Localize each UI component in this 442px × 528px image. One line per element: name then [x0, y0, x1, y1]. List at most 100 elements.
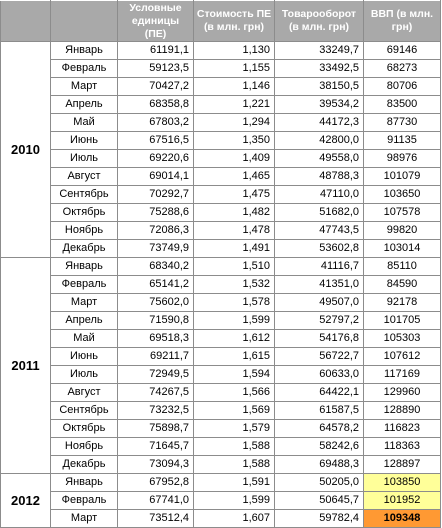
table-row: Апрель 71590,8 1,599 52797,2 101705: [1, 311, 441, 330]
gdp-cell: 91135: [363, 131, 441, 150]
pe-cost-cell: 1,591: [193, 473, 275, 492]
pe-units-cell: 75288,6: [117, 203, 194, 222]
pe-units-cell: 67952,8: [117, 473, 194, 492]
table-row: Май 69518,3 1,612 54176,8 105303: [1, 329, 441, 348]
turnover-cell: 39534,2: [274, 95, 364, 114]
turnover-cell: 54176,8: [274, 329, 364, 348]
month-cell: Ноябрь: [50, 221, 118, 240]
table-row: Июль 72949,5 1,594 60633,0 117169: [1, 365, 441, 384]
turnover-cell: 51682,0: [274, 203, 364, 222]
pe-cost-cell: 1,615: [193, 347, 275, 366]
gdp-cell: 105303: [363, 329, 441, 348]
gdp-cell: 68273: [363, 59, 441, 78]
turnover-cell: 50205,0: [274, 473, 364, 492]
turnover-cell: 33492,5: [274, 59, 364, 78]
pe-cost-cell: 1,491: [193, 239, 275, 258]
month-cell: Октябрь: [50, 419, 118, 438]
pe-cost-cell: 1,146: [193, 77, 275, 96]
pe-cost-cell: 1,130: [193, 41, 275, 60]
month-cell: Август: [50, 383, 118, 402]
table-row: Сентябрь 73232,5 1,569 61587,5 128890: [1, 401, 441, 420]
table-row: Март 75602,0 1,578 49507,0 92178: [1, 293, 441, 312]
pe-cost-cell: 1,612: [193, 329, 275, 348]
turnover-cell: 58242,6: [274, 437, 364, 456]
gdp-cell: 107578: [363, 203, 441, 222]
pe-units-cell: 73512,4: [117, 509, 194, 528]
pe-units-cell: 74267,5: [117, 383, 194, 402]
gdp-cell: 103850: [363, 473, 441, 492]
pe-cost-cell: 1,155: [193, 59, 275, 78]
turnover-cell: 47110,0: [274, 185, 364, 204]
turnover-cell: 49507,0: [274, 293, 364, 312]
gdp-cell: 80706: [363, 77, 441, 96]
pe-cost-cell: 1,294: [193, 113, 275, 132]
pe-cost-cell: 1,221: [193, 95, 275, 114]
pe-units-cell: 72086,3: [117, 221, 194, 240]
month-cell: Февраль: [50, 59, 118, 78]
header-pe-units: Условные единицы (ПЕ): [117, 0, 194, 42]
pe-cost-cell: 1,588: [193, 455, 275, 474]
table-row: Март 73512,4 1,607 59782,4 109348: [1, 509, 441, 528]
table-row: Октябрь 75288,6 1,482 51682,0 107578: [1, 203, 441, 222]
month-cell: Январь: [50, 257, 118, 276]
pe-cost-cell: 1,607: [193, 509, 275, 528]
gdp-cell: 69146: [363, 41, 441, 60]
month-cell: Декабрь: [50, 239, 118, 258]
table-row: 2010 Январь 61191,1 1,130 33249,7 69146: [0, 41, 441, 258]
gdp-cell: 103014: [363, 239, 441, 258]
gdp-cell: 118363: [363, 437, 441, 456]
gdp-cell: 107612: [363, 347, 441, 366]
gdp-cell: 84590: [363, 275, 441, 294]
pe-units-cell: 65141,2: [117, 275, 194, 294]
pe-units-cell: 70292,7: [117, 185, 194, 204]
pe-cost-cell: 1,465: [193, 167, 275, 186]
turnover-cell: 64422,1: [274, 383, 364, 402]
gdp-cell: 128890: [363, 401, 441, 420]
header-row: Условные единицы (ПЕ) Стоимость ПЕ (в мл…: [0, 0, 441, 42]
pe-units-cell: 68358,8: [117, 95, 194, 114]
gdp-cell: 128897: [363, 455, 441, 474]
table-row: Февраль 65141,2 1,532 41351,0 84590: [1, 275, 441, 294]
month-cell: Сентябрь: [50, 185, 118, 204]
pe-units-cell: 61191,1: [117, 41, 194, 60]
pe-cost-cell: 1,599: [193, 311, 275, 330]
gdp-cell: 101079: [363, 167, 441, 186]
turnover-cell: 47743,5: [274, 221, 364, 240]
pe-cost-cell: 1,482: [193, 203, 275, 222]
pe-cost-cell: 1,475: [193, 185, 275, 204]
pe-units-cell: 69518,3: [117, 329, 194, 348]
table-row: Сентябрь 70292,7 1,475 47110,0 103650: [1, 185, 441, 204]
month-cell: Март: [50, 509, 118, 528]
year-cell: 2010: [0, 41, 51, 258]
pe-cost-cell: 1,532: [193, 275, 275, 294]
turnover-cell: 61587,5: [274, 401, 364, 420]
pe-units-cell: 71590,8: [117, 311, 194, 330]
table-row: Апрель 68358,8 1,221 39534,2 83500: [1, 95, 441, 114]
pe-units-cell: 73094,3: [117, 455, 194, 474]
gdp-cell: 109348: [363, 509, 441, 528]
pe-units-cell: 69211,7: [117, 347, 194, 366]
turnover-cell: 33249,7: [274, 41, 364, 60]
gdp-cell: 116823: [363, 419, 441, 438]
pe-units-cell: 72949,5: [117, 365, 194, 384]
table-row: Декабрь 73749,9 1,491 53602,8 103014: [1, 239, 441, 258]
turnover-cell: 69488,3: [274, 455, 364, 474]
pe-cost-cell: 1,510: [193, 257, 275, 276]
pe-units-cell: 69220,6: [117, 149, 194, 168]
month-cell: Январь: [50, 41, 118, 60]
month-cell: Сентябрь: [50, 401, 118, 420]
gdp-cell: 87730: [363, 113, 441, 132]
month-cell: Апрель: [50, 95, 118, 114]
turnover-cell: 41351,0: [274, 275, 364, 294]
table-row: Август 74267,5 1,566 64422,1 129960: [1, 383, 441, 402]
gdp-cell: 83500: [363, 95, 441, 114]
turnover-cell: 38150,5: [274, 77, 364, 96]
table-row: Октябрь 75898,7 1,579 64578,2 116823: [1, 419, 441, 438]
table-row: 2012 Январь 67952,8 1,591 50205,0 103850: [0, 473, 441, 528]
month-cell: Февраль: [50, 275, 118, 294]
table-row: Февраль 59123,5 1,155 33492,5 68273: [1, 59, 441, 78]
table-row: 2011 Январь 68340,2 1,510 41116,7 85110: [0, 257, 441, 474]
month-cell: Май: [50, 113, 118, 132]
pe-units-cell: 75898,7: [117, 419, 194, 438]
